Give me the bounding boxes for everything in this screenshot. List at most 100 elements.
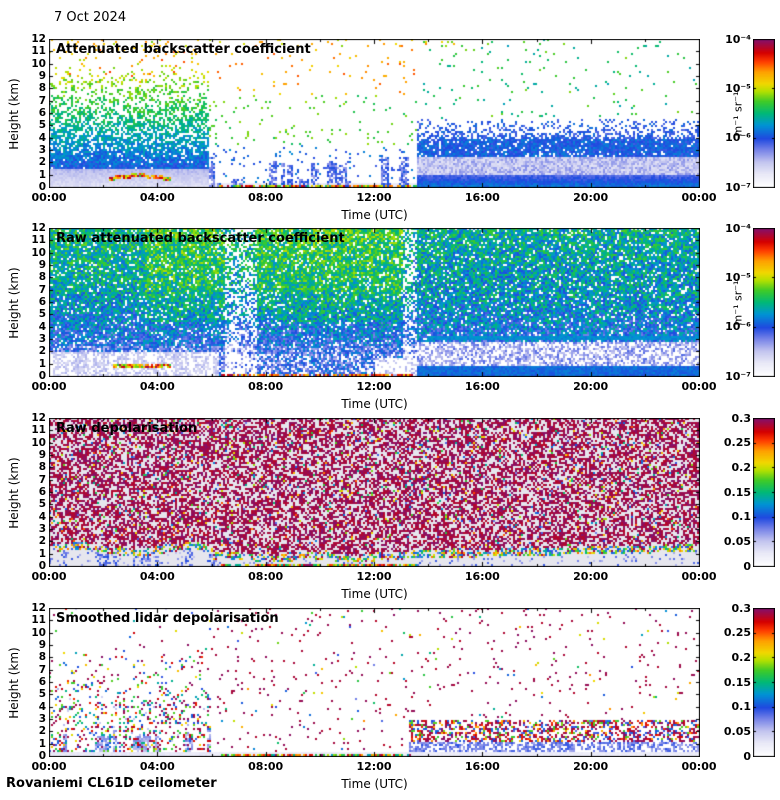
x-tick-label: 12:00 (356, 570, 392, 583)
panel-title: Raw depolarisation (56, 421, 198, 436)
y-tick-label: 5 (38, 308, 46, 321)
y-tick-label: 4 (38, 510, 46, 523)
y-axis-label: Height (km) (7, 646, 21, 719)
y-tick-label: 2 (38, 725, 46, 738)
y-tick-label: 8 (38, 271, 46, 284)
x-tick-label: 20:00 (573, 760, 609, 773)
y-tick-label: 0 (38, 750, 46, 762)
x-tick-label: 00:00 (31, 570, 67, 583)
y-tick-label: 10 (31, 246, 46, 259)
colorbar-tick-label: 0.05 (723, 724, 751, 738)
y-tick-label: 10 (31, 57, 46, 70)
y-tick-label: 10 (31, 626, 46, 639)
y-tick-label: 8 (38, 461, 46, 474)
colorbar-tick-label: 0 (743, 559, 751, 573)
colorbar-canvas-p2 (753, 228, 775, 377)
y-tick-label: 3 (38, 144, 46, 156)
x-tick-label: 16:00 (464, 191, 500, 204)
x-tick-label: 08:00 (248, 760, 284, 773)
y-tick-label: 1 (38, 737, 46, 750)
y-tick-label: 8 (38, 82, 46, 95)
y-tick-label: 3 (38, 333, 46, 345)
y-axis-label: Height (km) (7, 456, 21, 529)
colorbar-tick-label: 0.1 (731, 510, 752, 524)
colorbar-tick-label: 10⁻⁷ (725, 369, 751, 383)
colorbar-tick-label: 10⁻⁴ (725, 221, 751, 235)
colorbar-canvas-p1 (753, 39, 775, 188)
x-tick-label: 04:00 (139, 380, 175, 393)
date-label: 7 Oct 2024 (54, 10, 127, 25)
colorbar-tick-label: 0.15 (723, 675, 751, 689)
y-tick-label: 12 (31, 412, 46, 424)
y-axis-label: Height (km) (7, 266, 21, 339)
y-tick-label: 6 (38, 676, 46, 688)
x-tick-label: 00:00 (31, 760, 67, 773)
y-tick-label: 3 (38, 523, 46, 535)
colorbar-unit-label: m⁻¹ sr⁻¹ (731, 91, 745, 136)
x-tick-label: 04:00 (139, 191, 175, 204)
x-tick-label: 08:00 (248, 380, 284, 393)
y-tick-label: 11 (31, 424, 46, 437)
y-tick-label: 2 (38, 156, 46, 169)
colorbar-canvas-p4 (753, 608, 775, 757)
colorbar-tick-label: 10⁻⁵ (725, 81, 751, 95)
y-tick-label: 4 (38, 131, 46, 144)
x-axis-label: Time (UTC) (341, 208, 408, 222)
colorbar-tick-label: 10⁻⁴ (725, 32, 751, 46)
y-tick-label: 12 (31, 33, 46, 45)
x-tick-label: 20:00 (573, 380, 609, 393)
x-tick-label: 08:00 (248, 570, 284, 583)
x-tick-label: 20:00 (573, 191, 609, 204)
y-tick-label: 7 (38, 473, 46, 486)
x-tick-label: 00:00 (681, 570, 717, 583)
x-tick-label: 16:00 (464, 570, 500, 583)
colorbar-tick-label: 10⁻⁶ (725, 320, 751, 334)
colorbar-tick-label: 0.05 (723, 534, 751, 548)
y-tick-label: 5 (38, 498, 46, 511)
y-tick-label: 9 (38, 449, 46, 461)
y-tick-label: 10 (31, 436, 46, 449)
colorbar-tick-label: 0.25 (723, 436, 751, 450)
y-tick-label: 11 (31, 614, 46, 627)
y-tick-label: 12 (31, 602, 46, 614)
y-tick-label: 6 (38, 107, 46, 119)
y-tick-label: 12 (31, 222, 46, 234)
y-tick-label: 0 (38, 181, 46, 193)
y-tick-label: 5 (38, 688, 46, 701)
y-tick-label: 2 (38, 535, 46, 548)
station-instrument-label: Rovaniemi CL61D ceilometer (6, 776, 217, 791)
x-axis-label: Time (UTC) (341, 397, 408, 411)
y-tick-label: 9 (38, 259, 46, 271)
x-tick-label: 16:00 (464, 380, 500, 393)
colorbar-tick-label: 0 (743, 749, 751, 763)
y-tick-label: 11 (31, 234, 46, 247)
x-tick-label: 08:00 (248, 191, 284, 204)
x-tick-label: 20:00 (573, 570, 609, 583)
panel-title: Attenuated backscatter coefficient (56, 42, 311, 57)
y-tick-label: 5 (38, 119, 46, 132)
x-tick-label: 12:00 (356, 380, 392, 393)
y-axis-label: Height (km) (7, 77, 21, 150)
colorbar-tick-label: 0.2 (731, 650, 752, 664)
y-tick-label: 9 (38, 70, 46, 82)
y-tick-label: 2 (38, 345, 46, 358)
x-tick-label: 00:00 (681, 191, 717, 204)
y-tick-label: 4 (38, 320, 46, 333)
colorbar-tick-label: 0.2 (731, 460, 752, 474)
panel-title: Raw attenuated backscatter coefficient (56, 231, 345, 246)
y-tick-label: 8 (38, 651, 46, 664)
y-tick-label: 6 (38, 486, 46, 498)
colorbar-tick-label: 0.25 (723, 626, 751, 640)
panel-title: Smoothed lidar depolarisation (56, 611, 279, 626)
x-tick-label: 04:00 (139, 760, 175, 773)
y-tick-label: 7 (38, 94, 46, 107)
x-tick-label: 00:00 (681, 380, 717, 393)
x-tick-label: 00:00 (31, 191, 67, 204)
x-axis-label: Time (UTC) (341, 777, 408, 791)
colorbar-unit-label: m⁻¹ sr⁻¹ (731, 280, 745, 325)
y-tick-label: 7 (38, 283, 46, 296)
x-tick-label: 04:00 (139, 570, 175, 583)
y-tick-label: 11 (31, 45, 46, 58)
